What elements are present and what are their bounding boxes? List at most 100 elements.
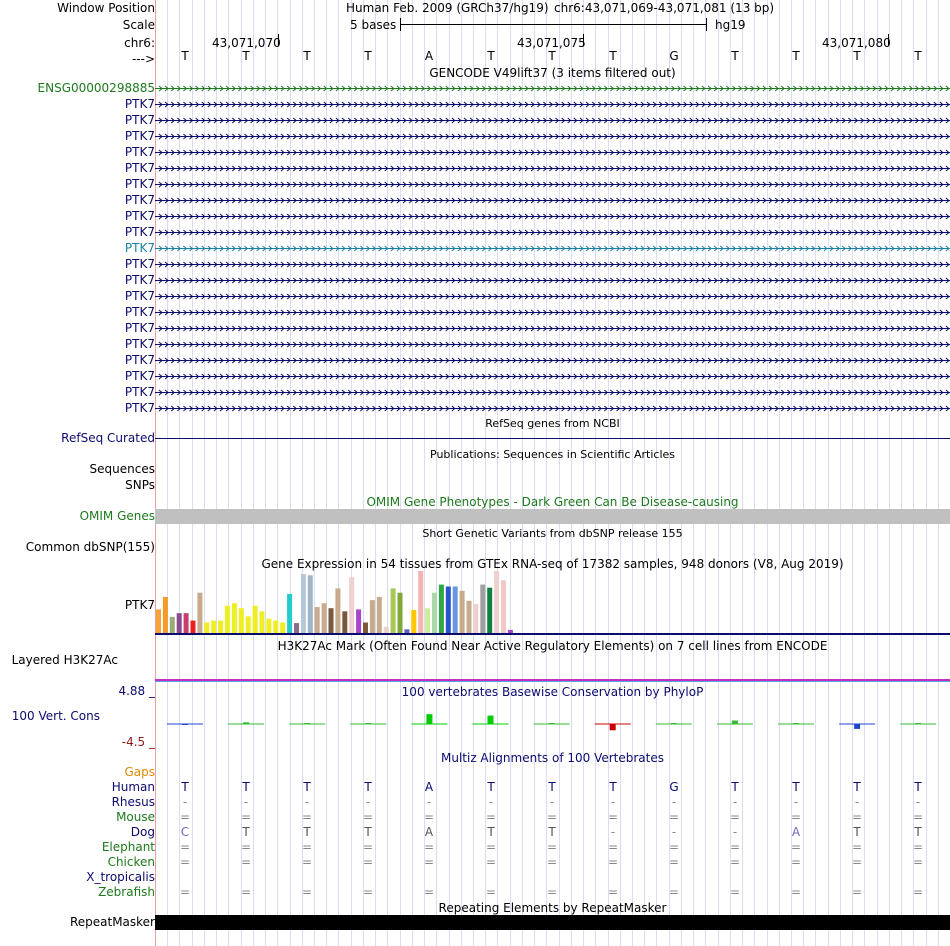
gtex-tissue-bar[interactable] [225, 605, 230, 633]
omim-label[interactable]: OMIM Genes [79, 509, 155, 523]
species-label[interactable]: Elephant [101, 840, 155, 854]
gencode-transcript-label[interactable]: PTK7 [124, 225, 155, 239]
gencode-transcript-label[interactable]: PTK7 [124, 273, 155, 287]
gtex-tissue-bar[interactable] [452, 586, 458, 634]
gtex-tissue-bar[interactable] [473, 603, 479, 633]
gencode-transcript-line[interactable] [155, 116, 950, 125]
gtex-tissue-bar[interactable] [501, 580, 506, 633]
species-label[interactable]: Human [111, 780, 155, 794]
gtex-tissue-bar[interactable] [342, 611, 348, 633]
species-label[interactable]: Zebrafish [98, 885, 155, 899]
gencode-transcript-label[interactable]: PTK7 [124, 289, 155, 303]
gtex-tissue-bar[interactable] [321, 603, 327, 633]
gtex-tissue-bar[interactable] [356, 609, 362, 633]
repeatmasker-label[interactable]: RepeatMasker [69, 915, 155, 929]
gtex-tissue-bar[interactable] [259, 611, 265, 633]
gtex-tissue-bar[interactable] [383, 626, 389, 633]
gencode-transcript-label[interactable]: PTK7 [124, 369, 155, 383]
gencode-transcript-line[interactable] [155, 228, 950, 237]
gencode-transcript-line[interactable] [155, 404, 950, 413]
gencode-transcript-line[interactable] [155, 372, 950, 381]
gtex-tissue-bar[interactable] [494, 571, 500, 633]
gtex-tissue-bar[interactable] [156, 609, 161, 633]
gtex-tissue-bar[interactable] [176, 613, 182, 633]
gtex-tissue-bar[interactable] [183, 613, 189, 633]
species-label[interactable]: X_tropicalis [86, 870, 155, 884]
gtex-tissue-bar[interactable] [273, 620, 279, 633]
publications-label[interactable]: Sequences [89, 462, 155, 476]
gtex-tissue-bar[interactable] [487, 587, 493, 633]
gencode-transcript-line[interactable] [155, 276, 950, 285]
h3k27ac-label[interactable]: Layered H3K27Ac [11, 653, 118, 667]
species-label[interactable]: Rhesus [111, 795, 155, 809]
species-label[interactable]: Chicken [107, 855, 155, 869]
gencode-transcript-label[interactable]: PTK7 [124, 193, 155, 207]
gencode-transcript-line[interactable] [155, 292, 950, 301]
gtex-tissue-bar[interactable] [211, 620, 217, 633]
gencode-transcript-line[interactable] [155, 356, 950, 365]
gtex-tissue-bar[interactable] [266, 618, 272, 633]
gtex-tissue-bar[interactable] [459, 590, 465, 633]
gtex-tissue-bar[interactable] [376, 597, 382, 633]
snps-label[interactable]: SNPs [125, 478, 155, 492]
species-label[interactable]: Mouse [116, 810, 155, 824]
gtex-tissue-bar[interactable] [190, 620, 196, 633]
gencode-transcript-label[interactable]: PTK7 [124, 385, 155, 399]
omim-bar[interactable] [155, 509, 950, 524]
gtex-tissue-bar[interactable] [204, 622, 210, 634]
gencode-transcript-label[interactable]: PTK7 [124, 129, 155, 143]
dbsnp-label[interactable]: Common dbSNP(155) [25, 540, 155, 554]
gtex-label[interactable]: PTK7 [124, 598, 155, 612]
phylop-score-bar[interactable] [426, 714, 433, 724]
gencode-transcript-label[interactable]: PTK7 [124, 337, 155, 351]
gtex-tissue-bar[interactable] [294, 623, 299, 633]
phylop-label[interactable]: 100 Vert. Cons [11, 709, 100, 723]
gtex-tissue-bar[interactable] [432, 592, 437, 633]
gencode-transcript-line[interactable] [155, 132, 950, 141]
gencode-transcript-line[interactable] [155, 260, 950, 269]
gencode-transcript-line[interactable] [155, 244, 950, 253]
gtex-tissue-bar[interactable] [480, 584, 486, 633]
gtex-tissue-bar[interactable] [252, 605, 258, 633]
gtex-tissue-bar[interactable] [169, 616, 175, 633]
gtex-tissue-bar[interactable] [307, 575, 313, 633]
gtex-tissue-bar[interactable] [335, 588, 341, 633]
gtex-tissue-bar[interactable] [238, 608, 244, 633]
gtex-tissue-bar[interactable] [425, 608, 431, 633]
gencode-transcript-line[interactable] [155, 212, 950, 221]
gencode-transcript-line[interactable] [155, 148, 950, 157]
gencode-transcript-label[interactable]: PTK7 [124, 241, 155, 255]
repeatmasker-bar[interactable] [155, 915, 950, 930]
gtex-tissue-bar[interactable] [300, 574, 306, 633]
gtex-tissue-bar[interactable] [314, 607, 320, 633]
gtex-tissue-bar[interactable] [390, 588, 396, 633]
gencode-transcript-label[interactable]: PTK7 [124, 113, 155, 127]
gencode-transcript-label[interactable]: PTK7 [124, 305, 155, 319]
gencode-transcript-label[interactable]: ENSG00000298885 [37, 81, 155, 95]
h3k27ac-signal[interactable] [155, 679, 950, 681]
gtex-tissue-bar[interactable] [369, 600, 375, 633]
gtex-tissue-bar[interactable] [404, 629, 410, 633]
phylop-chart[interactable] [155, 700, 950, 745]
refseq-gene-line[interactable] [155, 438, 950, 439]
gencode-transcript-label[interactable]: PTK7 [124, 161, 155, 175]
gtex-tissue-bar[interactable] [197, 592, 203, 633]
gencode-transcript-line[interactable] [155, 308, 950, 317]
gtex-tissue-bar[interactable] [245, 616, 251, 633]
gtex-tissue-bar[interactable] [218, 620, 224, 633]
gtex-tissue-bar[interactable] [507, 629, 513, 633]
phylop-score-bar[interactable] [487, 715, 494, 724]
gencode-transcript-line[interactable] [155, 324, 950, 333]
refseq-label[interactable]: RefSeq Curated [61, 431, 155, 445]
gencode-transcript-label[interactable]: PTK7 [124, 177, 155, 191]
gencode-transcript-label[interactable]: PTK7 [124, 97, 155, 111]
gtex-tissue-bar[interactable] [231, 603, 237, 633]
gencode-transcript-line[interactable] [155, 164, 950, 173]
gencode-transcript-label[interactable]: PTK7 [124, 145, 155, 159]
gtex-tissue-bar[interactable] [328, 608, 334, 633]
gencode-transcript-line[interactable] [155, 180, 950, 189]
gencode-transcript-label[interactable]: PTK7 [124, 401, 155, 415]
gtex-chart[interactable] [155, 571, 950, 636]
phylop-score-bar[interactable] [731, 720, 738, 725]
gencode-transcript-label[interactable]: PTK7 [124, 353, 155, 367]
